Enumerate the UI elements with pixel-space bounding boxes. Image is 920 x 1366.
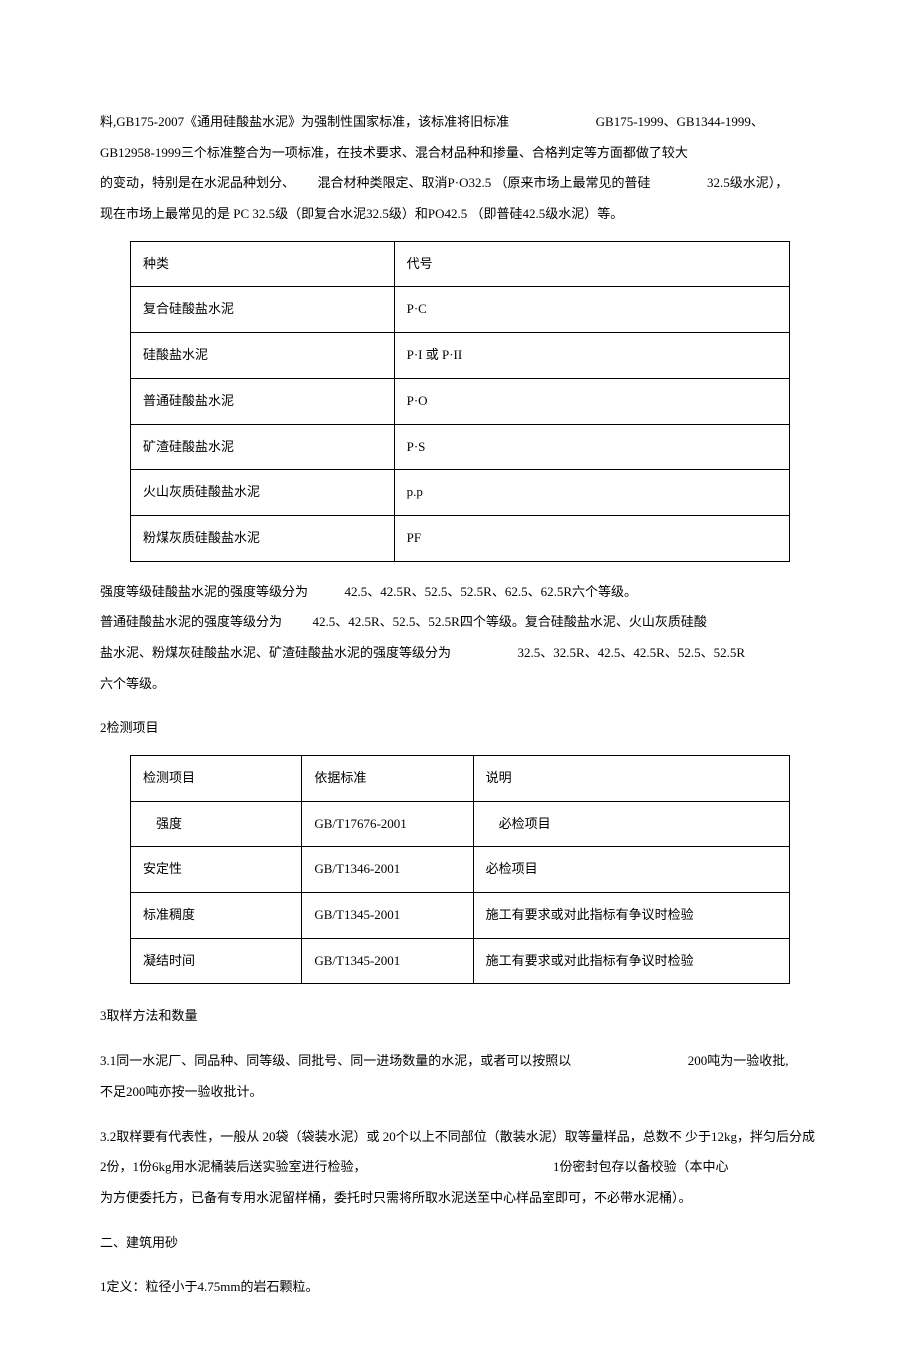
sec3-2-c: 1份密封包存以备校验（本中心 <box>553 1159 729 1174</box>
table-row: 检测项目 依据标准 说明 <box>131 756 790 802</box>
table-cell: p.p <box>394 470 789 516</box>
section3-title: 3取样方法和数量 <box>100 1004 820 1029</box>
intro-line3: 的变动，特别是在水泥品种划分、 混合材种类限定、取消P·O32.5 （原来市场上… <box>100 171 820 196</box>
section-jian-title: 二、建筑用砂 <box>100 1231 820 1256</box>
section2-title: 2检测项目 <box>100 716 820 741</box>
intro-line1-b: GB175-1999、GB1344-1999、 <box>596 114 764 129</box>
document-page: 料,GB175-2007《通用硅酸盐水泥》为强制性国家标准，该标准将旧标准 GB… <box>0 0 920 1366</box>
grades-line1-a: 强度等级硅酸盐水泥的强度等级分为 <box>100 584 308 599</box>
table-cell: 凝结时间 <box>131 938 302 984</box>
section-jian-def: 1定义：粒径小于4.75mm的岩石颗粒。 <box>100 1275 820 1300</box>
table-cell: 硅酸盐水泥 <box>131 333 395 379</box>
table-cell: 安定性 <box>131 847 302 893</box>
table-cell: 强度 <box>131 801 302 847</box>
table-cell: 标准稠度 <box>131 893 302 939</box>
table-cell: P·S <box>394 424 789 470</box>
grades-line2: 普通硅酸盐水泥的强度等级分为 42.5、42.5R、52.5、52.5R四个等级… <box>100 610 820 635</box>
intro-line3-a: 的变动，特别是在水泥品种划分、 <box>100 175 295 190</box>
table-cell: 普通硅酸盐水泥 <box>131 378 395 424</box>
intro-line3-b: 混合材种类限定、取消P·O32.5 （原来市场上最常见的普硅 <box>318 175 651 190</box>
table-header-cell: 检测项目 <box>131 756 302 802</box>
table-cell: 矿渣硅酸盐水泥 <box>131 424 395 470</box>
table-row: 凝结时间 GB/T1345-2001 施工有要求或对此指标有争议时检验 <box>131 938 790 984</box>
grades-line3: 盐水泥、粉煤灰硅酸盐水泥、矿渣硅酸盐水泥的强度等级分为 32.5、32.5R、4… <box>100 641 820 666</box>
sec3-2-line2: 2份，1份6kg用水泥桶装后送实验室进行检验， 1份密封包存以备校验（本中心 <box>100 1155 820 1180</box>
table-cell: P·O <box>394 378 789 424</box>
grades-line4: 六个等级。 <box>100 672 820 697</box>
sec3-1: 3.1同一水泥厂、同品种、同等级、同批号、同一进场数量的水泥，或者可以按照以 2… <box>100 1049 820 1074</box>
grades-line1: 强度等级硅酸盐水泥的强度等级分为 42.5、42.5R、52.5、52.5R、6… <box>100 580 820 605</box>
sec3-1-a: 3.1同一水泥厂、同品种、同等级、同批号、同一进场数量的水泥，或者可以按照以 <box>100 1053 571 1068</box>
table-row: 火山灰质硅酸盐水泥 p.p <box>131 470 790 516</box>
table-cell: 施工有要求或对此指标有争议时检验 <box>473 938 789 984</box>
table-cell: GB/T1345-2001 <box>302 893 473 939</box>
table-row: 矿渣硅酸盐水泥 P·S <box>131 424 790 470</box>
intro-line1-a: 料,GB175-2007《通用硅酸盐水泥》为强制性国家标准，该标准将旧标准 <box>100 114 509 129</box>
table-cell: 施工有要求或对此指标有争议时检验 <box>473 893 789 939</box>
table-cell: P·I 或 P·II <box>394 333 789 379</box>
table-cell: 复合硅酸盐水泥 <box>131 287 395 333</box>
table-cell: 必检项目 <box>473 847 789 893</box>
intro-line3-c: 32.5级水泥）， <box>707 175 788 190</box>
table-row: 种类 代号 <box>131 241 790 287</box>
intro-line4: 现在市场上最常见的是 PC 32.5级（即复合水泥32.5级）和PO42.5 （… <box>100 202 820 227</box>
table-header-cell: 代号 <box>394 241 789 287</box>
table-row: 普通硅酸盐水泥 P·O <box>131 378 790 424</box>
table-cell: 必检项目 <box>473 801 789 847</box>
table-cell: GB/T1345-2001 <box>302 938 473 984</box>
table-header-cell: 说明 <box>473 756 789 802</box>
table-cell: P·C <box>394 287 789 333</box>
intro-line2: GB12958-1999三个标准整合为一项标准，在技术要求、混合材品种和掺量、合… <box>100 141 820 166</box>
intro-line1: 料,GB175-2007《通用硅酸盐水泥》为强制性国家标准，该标准将旧标准 GB… <box>100 110 820 135</box>
grades-line1-b: 42.5、42.5R、52.5、52.5R、62.5、62.5R六个等级。 <box>345 584 638 599</box>
table-cell: GB/T17676-2001 <box>302 801 473 847</box>
table-row: 复合硅酸盐水泥 P·C <box>131 287 790 333</box>
sec3-2-d: 为方便委托方，已备有专用水泥留样桶，委托时只需将所取水泥送至中心样品室即可，不必… <box>100 1186 820 1211</box>
sec3-2-a: 3.2取样要有代表性，一般从 20袋（袋装水泥）或 20个以上不同部位（散装水泥… <box>100 1125 820 1150</box>
table-row: 粉煤灰质硅酸盐水泥 PF <box>131 515 790 561</box>
sec3-2-b: 2份，1份6kg用水泥桶装后送实验室进行检验， <box>100 1159 367 1174</box>
table-row: 强度 GB/T17676-2001 必检项目 <box>131 801 790 847</box>
table-row: 安定性 GB/T1346-2001 必检项目 <box>131 847 790 893</box>
grades-line2-a: 普通硅酸盐水泥的强度等级分为 <box>100 614 282 629</box>
table-cell: PF <box>394 515 789 561</box>
grades-line3-a: 盐水泥、粉煤灰硅酸盐水泥、矿渣硅酸盐水泥的强度等级分为 <box>100 645 451 660</box>
table-row: 标准稠度 GB/T1345-2001 施工有要求或对此指标有争议时检验 <box>131 893 790 939</box>
table-header-cell: 依据标准 <box>302 756 473 802</box>
table-cell: 粉煤灰质硅酸盐水泥 <box>131 515 395 561</box>
sec3-1-c: 不足200吨亦按一验收批计。 <box>100 1080 820 1105</box>
cement-types-table: 种类 代号 复合硅酸盐水泥 P·C 硅酸盐水泥 P·I 或 P·II 普通硅酸盐… <box>130 241 790 562</box>
grades-line2-b: 42.5、42.5R、52.5、52.5R四个等级。复合硅酸盐水泥、火山灰质硅酸 <box>313 614 707 629</box>
sec3-1-b: 200吨为一验收批, <box>688 1053 789 1068</box>
table-row: 硅酸盐水泥 P·I 或 P·II <box>131 333 790 379</box>
inspection-items-table: 检测项目 依据标准 说明 强度 GB/T17676-2001 必检项目 安定性 … <box>130 755 790 984</box>
table-cell: 火山灰质硅酸盐水泥 <box>131 470 395 516</box>
table-header-cell: 种类 <box>131 241 395 287</box>
grades-line3-b: 32.5、32.5R、42.5、42.5R、52.5、52.5R <box>518 645 746 660</box>
table-cell: GB/T1346-2001 <box>302 847 473 893</box>
